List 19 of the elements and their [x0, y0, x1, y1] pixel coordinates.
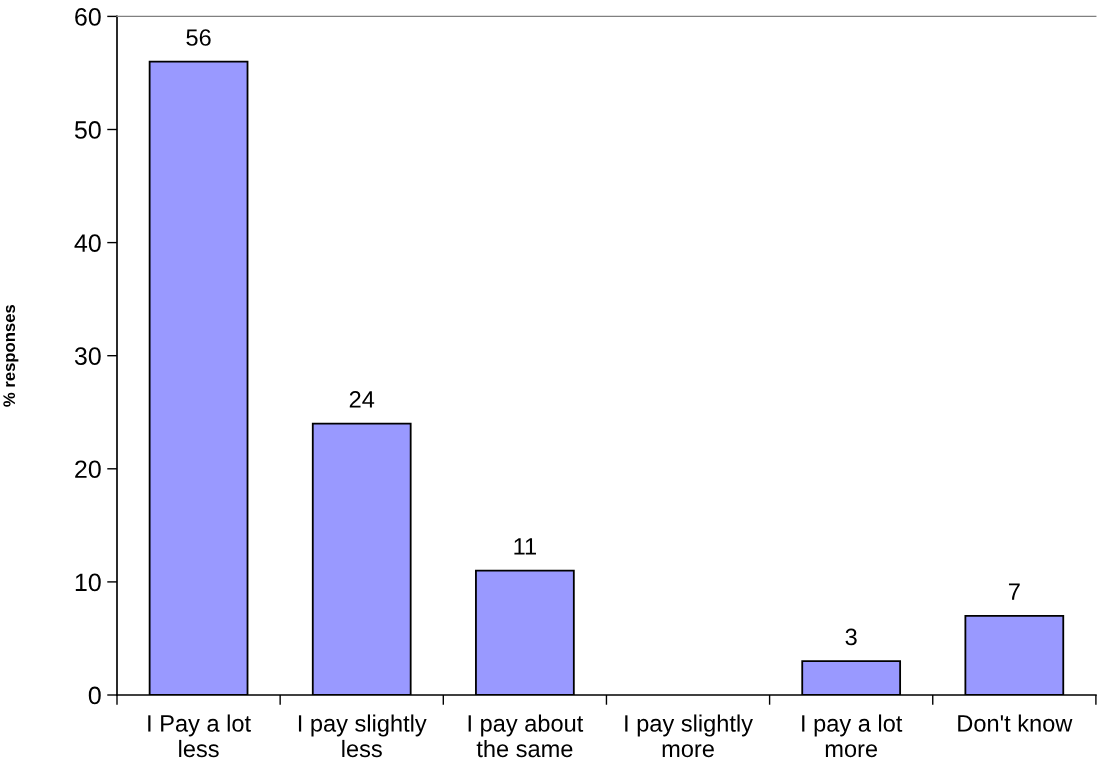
- y-tick-label: 30: [74, 347, 101, 365]
- data-label: 24: [349, 391, 375, 408]
- x-tick-label: I pay about the same: [468, 714, 584, 758]
- x-tick-label: I pay slightly more: [625, 714, 753, 758]
- y-tick-label: 20: [75, 460, 101, 479]
- data-label: 11: [514, 538, 536, 555]
- y-axis-title: % responses: [3, 304, 19, 407]
- y-tick-label: 50: [74, 121, 101, 139]
- x-tick-label: I Pay a lot less: [148, 714, 251, 758]
- data-label: 7: [1008, 583, 1020, 600]
- x-tick-label: Don't know: [958, 714, 1073, 732]
- y-tick-label: 60: [75, 8, 101, 26]
- y-tick-label: 40: [74, 234, 101, 252]
- y-tick-label: 10: [75, 573, 101, 592]
- data-label: 56: [186, 29, 211, 46]
- data-label: 3: [845, 628, 857, 646]
- x-tick-label: I pay slightly less: [298, 714, 427, 758]
- x-tick-label: I pay a lot more: [802, 714, 903, 758]
- y-tick-label: 0: [88, 686, 101, 705]
